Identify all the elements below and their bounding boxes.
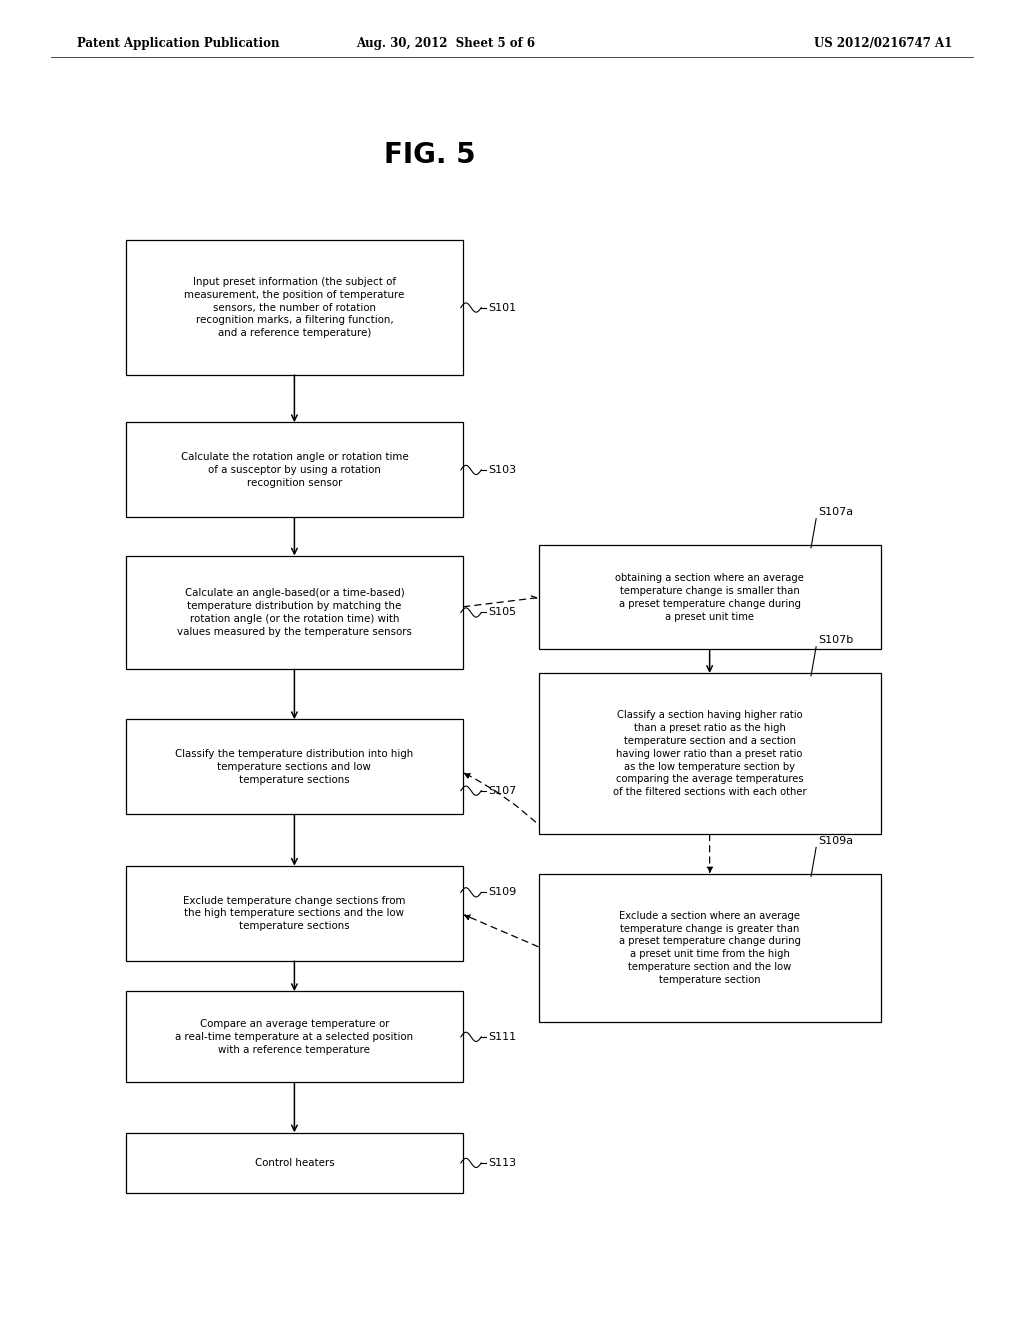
Text: S113: S113 — [488, 1158, 516, 1168]
FancyBboxPatch shape — [126, 991, 463, 1082]
Text: Calculate the rotation angle or rotation time
of a susceptor by using a rotation: Calculate the rotation angle or rotation… — [180, 453, 409, 487]
Text: S101: S101 — [488, 302, 516, 313]
Text: S107a: S107a — [818, 507, 853, 517]
Text: Calculate an angle-based(or a time-based)
temperature distribution by matching t: Calculate an angle-based(or a time-based… — [177, 589, 412, 636]
Text: Patent Application Publication: Patent Application Publication — [77, 37, 280, 50]
Text: Control heaters: Control heaters — [255, 1158, 334, 1168]
Text: S107: S107 — [488, 785, 517, 796]
Text: Classify a section having higher ratio
than a preset ratio as the high
temperatu: Classify a section having higher ratio t… — [612, 710, 807, 797]
Text: S105: S105 — [488, 607, 516, 618]
FancyBboxPatch shape — [126, 240, 463, 375]
Text: S109: S109 — [488, 887, 517, 898]
Text: S103: S103 — [488, 465, 516, 475]
Text: Compare an average temperature or
a real-time temperature at a selected position: Compare an average temperature or a real… — [175, 1019, 414, 1055]
FancyBboxPatch shape — [539, 673, 881, 834]
FancyBboxPatch shape — [126, 556, 463, 669]
Text: FIG. 5: FIG. 5 — [384, 141, 476, 169]
Text: Aug. 30, 2012  Sheet 5 of 6: Aug. 30, 2012 Sheet 5 of 6 — [356, 37, 535, 50]
Text: S109a: S109a — [818, 836, 853, 846]
Text: S107b: S107b — [818, 635, 853, 645]
FancyBboxPatch shape — [126, 1133, 463, 1193]
Text: Classify the temperature distribution into high
temperature sections and low
tem: Classify the temperature distribution in… — [175, 750, 414, 784]
Text: obtaining a section where an average
temperature change is smaller than
a preset: obtaining a section where an average tem… — [615, 573, 804, 622]
Text: Exclude temperature change sections from
the high temperature sections and the l: Exclude temperature change sections from… — [183, 896, 406, 931]
Text: Input preset information (the subject of
measurement, the position of temperatur: Input preset information (the subject of… — [184, 277, 404, 338]
FancyBboxPatch shape — [126, 422, 463, 517]
FancyArrowPatch shape — [708, 834, 712, 873]
FancyArrowPatch shape — [465, 774, 544, 830]
Text: US 2012/0216747 A1: US 2012/0216747 A1 — [814, 37, 952, 50]
FancyBboxPatch shape — [539, 874, 881, 1022]
Text: S111: S111 — [488, 1032, 516, 1041]
FancyArrowPatch shape — [465, 915, 539, 946]
FancyBboxPatch shape — [539, 545, 881, 649]
Text: Exclude a section where an average
temperature change is greater than
a preset t: Exclude a section where an average tempe… — [618, 911, 801, 985]
FancyBboxPatch shape — [126, 866, 463, 961]
FancyBboxPatch shape — [126, 719, 463, 814]
